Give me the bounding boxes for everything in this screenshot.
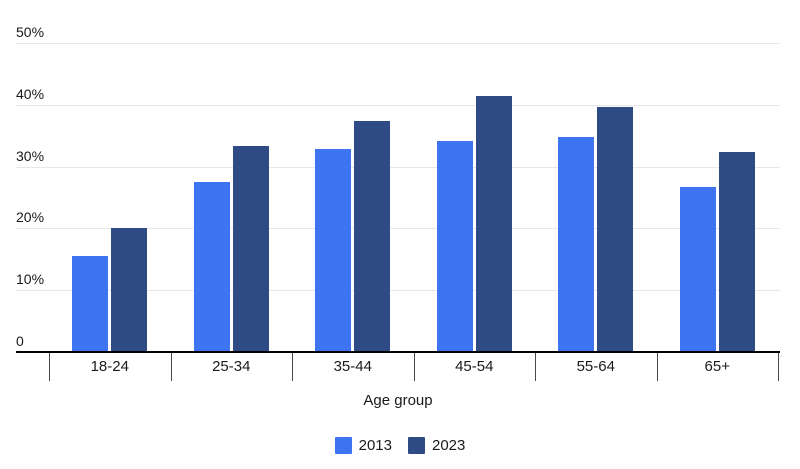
bar-2013-25-34 (193, 182, 230, 352)
legend-item-2023: 2023 (408, 437, 465, 454)
bar-2023-25-34 (232, 145, 269, 352)
gridline-10 (16, 290, 780, 292)
bar-2023-65+ (718, 152, 755, 352)
x-axis-title: Age group (363, 392, 433, 409)
y-axis-label-20: 20% (16, 209, 45, 226)
bar-2023-35-44 (354, 120, 391, 352)
x-axis-category-label-35-44: 35-44 (333, 358, 372, 375)
x-axis-tick (413, 353, 415, 381)
x-axis-category-label-18-24: 18-24 (90, 358, 129, 375)
x-axis-category-label-65+: 65+ (704, 358, 730, 375)
x-axis-category-label-25-34: 25-34 (212, 358, 251, 375)
gridline-30 (16, 166, 780, 168)
x-axis-tick (170, 353, 172, 381)
x-axis-tick (292, 353, 293, 381)
bar-2013-55-64 (558, 136, 595, 352)
bar-2023-18-24 (111, 228, 148, 352)
y-axis-label-0: 0 (16, 333, 24, 349)
bar-2013-65+ (679, 187, 716, 352)
x-axis-line (16, 351, 780, 353)
y-axis-label-50: 50% (16, 24, 45, 40)
gridline-20 (16, 228, 780, 230)
legend-label-2023: 2023 (432, 437, 466, 454)
gridline-40 (16, 104, 780, 106)
bar-2013-35-44 (315, 149, 352, 352)
x-axis-tick (656, 353, 658, 381)
y-axis-label-40: 40% (16, 85, 45, 102)
x-axis-tick (535, 353, 536, 381)
x-axis-category-label-45-54: 45-54 (455, 358, 494, 375)
x-axis-tick (778, 353, 779, 381)
bar-2023-45-54 (475, 96, 512, 352)
legend: 2013 2023 (0, 437, 800, 454)
bar-2023-55-64 (597, 106, 634, 352)
bar-2013-18-24 (72, 256, 109, 352)
legend-swatch-2023 (408, 437, 425, 454)
gridline-50 (16, 43, 780, 44)
bar-2013-45-54 (436, 140, 473, 352)
x-axis-category-label-55-64: 55-64 (576, 358, 615, 375)
legend-item-2013: 2013 (334, 437, 392, 454)
y-axis-label-10: 10% (16, 271, 45, 288)
x-axis-tick (49, 353, 50, 381)
legend-label-2013: 2013 (358, 437, 392, 454)
y-axis-label-30: 30% (16, 147, 45, 164)
legend-swatch-2013 (334, 437, 352, 454)
